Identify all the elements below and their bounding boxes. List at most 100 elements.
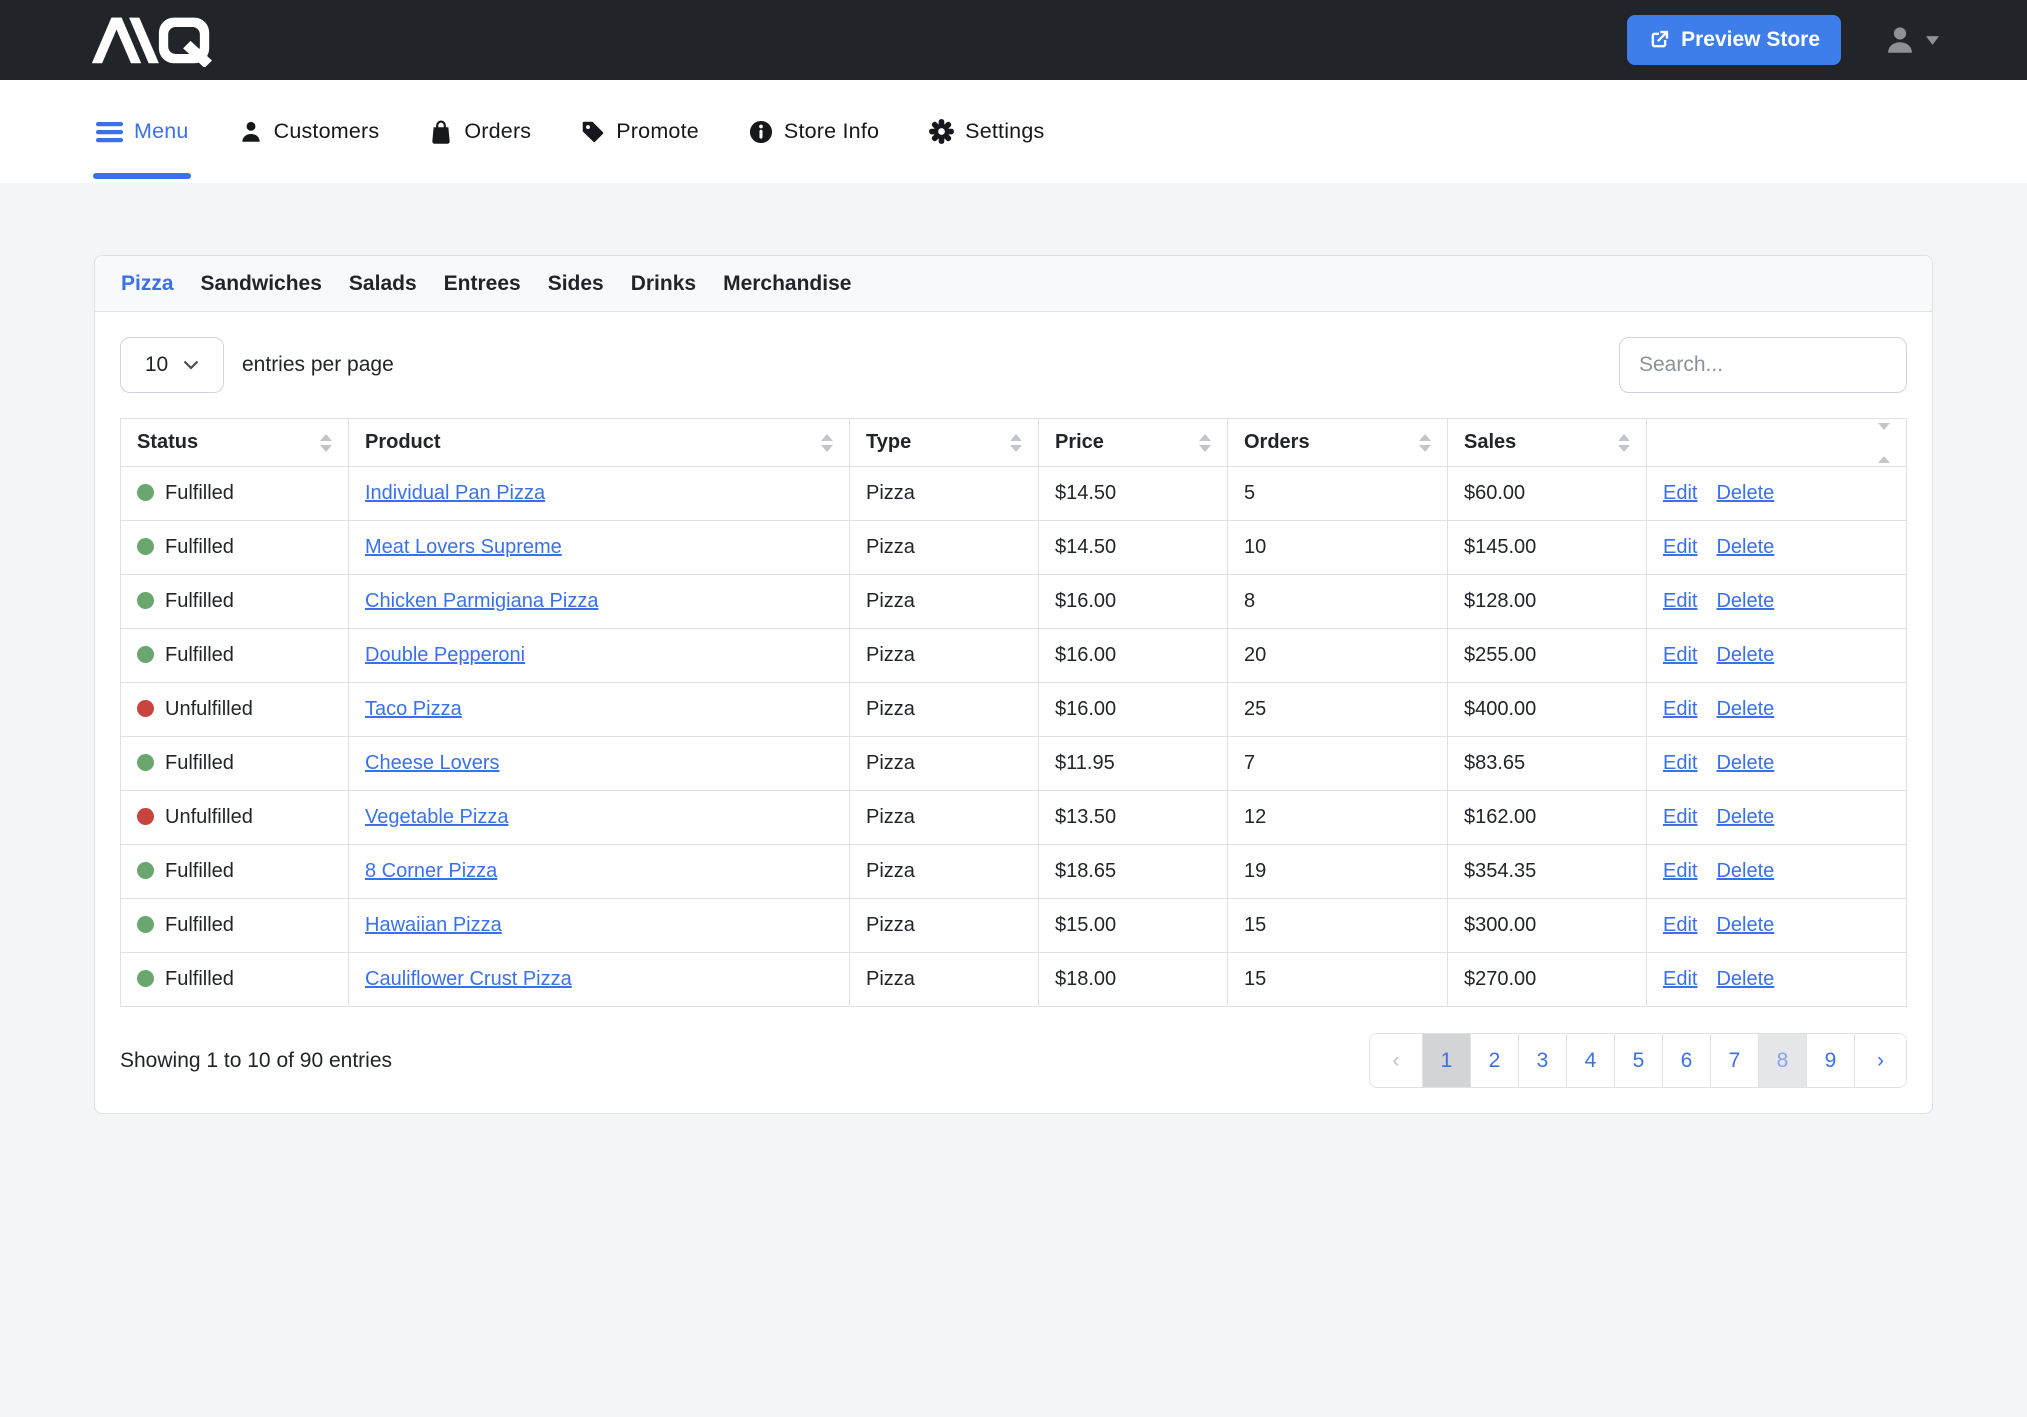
tab-entrees[interactable]: Entrees: [443, 271, 521, 295]
nav-item-settings[interactable]: Settings: [928, 80, 1044, 183]
orders-cell: 12: [1227, 790, 1448, 845]
product-link[interactable]: Chicken Parmigiana Pizza: [365, 590, 599, 612]
tab-pizza[interactable]: Pizza: [121, 271, 174, 295]
pagination-page-8[interactable]: 8: [1758, 1034, 1806, 1087]
tab-drinks[interactable]: Drinks: [630, 271, 697, 295]
status-cell: Fulfilled: [120, 898, 349, 953]
product-link[interactable]: Meat Lovers Supreme: [365, 536, 562, 558]
price-cell: $18.65: [1038, 844, 1228, 899]
page-size-value: 10: [144, 353, 169, 376]
product-link[interactable]: Cheese Lovers: [365, 752, 500, 774]
delete-link[interactable]: Delete: [1716, 752, 1775, 774]
delete-link[interactable]: Delete: [1716, 482, 1775, 504]
edit-link[interactable]: Edit: [1663, 482, 1698, 504]
edit-link[interactable]: Edit: [1663, 590, 1698, 612]
delete-link[interactable]: Delete: [1716, 536, 1775, 558]
sort-icon[interactable]: [1010, 433, 1022, 452]
nav-item-promote[interactable]: Promote: [580, 80, 699, 183]
status-dot: [137, 646, 154, 663]
product-link[interactable]: Vegetable Pizza: [365, 806, 509, 828]
preview-store-button[interactable]: Preview Store: [1627, 15, 1841, 65]
brand-logo[interactable]: [90, 13, 220, 67]
shopping-bag-icon: [432, 120, 451, 144]
sort-icon[interactable]: [1199, 433, 1211, 452]
edit-link[interactable]: Edit: [1663, 752, 1698, 774]
col-header-type[interactable]: Type: [849, 418, 1039, 467]
sales-cell: $354.35: [1447, 844, 1647, 899]
nav-item-orders[interactable]: Orders: [428, 80, 531, 183]
edit-link[interactable]: Edit: [1663, 914, 1698, 936]
user-menu[interactable]: [1883, 23, 1939, 57]
pagination-prev[interactable]: ‹: [1370, 1034, 1422, 1087]
table-row: Fulfilled Cauliflower Crust Pizza Pizza …: [120, 952, 1907, 1007]
product-link[interactable]: Individual Pan Pizza: [365, 482, 546, 504]
pagination-page-3[interactable]: 3: [1518, 1034, 1566, 1087]
nav-item-customers[interactable]: Customers: [238, 80, 380, 183]
edit-link[interactable]: Edit: [1663, 860, 1698, 882]
pagination-page-9[interactable]: 9: [1806, 1034, 1854, 1087]
col-header-actions[interactable]: [1646, 418, 1907, 467]
col-header-status[interactable]: Status: [120, 418, 349, 467]
page-content: Pizza Sandwiches Salads Entrees Sides Dr…: [0, 183, 2027, 1114]
status-dot: [137, 916, 154, 933]
status-cell: Fulfilled: [120, 844, 349, 899]
sort-icon[interactable]: [1419, 433, 1431, 452]
type-cell: Pizza: [849, 952, 1039, 1007]
search-input[interactable]: [1619, 337, 1907, 393]
type-cell: Pizza: [849, 466, 1039, 521]
sort-icon[interactable]: [821, 433, 833, 452]
table-row: Fulfilled Cheese Lovers Pizza $11.95 7 $…: [120, 736, 1907, 791]
delete-link[interactable]: Delete: [1716, 860, 1775, 882]
pagination-page-6[interactable]: 6: [1662, 1034, 1710, 1087]
product-link[interactable]: Taco Pizza: [365, 698, 462, 720]
delete-link[interactable]: Delete: [1716, 968, 1775, 990]
menu-manager-card: Pizza Sandwiches Salads Entrees Sides Dr…: [94, 255, 1933, 1114]
pagination: ‹ 1 2 3 4 5 6 7 8 9 ›: [1369, 1033, 1907, 1088]
pagination-page-2[interactable]: 2: [1470, 1034, 1518, 1087]
tab-sandwiches[interactable]: Sandwiches: [200, 271, 322, 295]
delete-link[interactable]: Delete: [1716, 914, 1775, 936]
nav-item-store-info[interactable]: Store Info: [748, 80, 879, 183]
sales-cell: $255.00: [1447, 628, 1647, 683]
sort-icon[interactable]: [1878, 422, 1890, 463]
status-dot: [137, 970, 154, 987]
product-link[interactable]: 8 Corner Pizza: [365, 860, 498, 882]
page-size-select[interactable]: 10: [120, 337, 224, 393]
delete-link[interactable]: Delete: [1716, 698, 1775, 720]
product-link[interactable]: Double Pepperoni: [365, 644, 526, 666]
nav-label-menu: Menu: [134, 119, 189, 143]
delete-link[interactable]: Delete: [1716, 644, 1775, 666]
nav-label-customers: Customers: [273, 119, 380, 143]
edit-link[interactable]: Edit: [1663, 536, 1698, 558]
category-tabs: Pizza Sandwiches Salads Entrees Sides Dr…: [95, 256, 1932, 312]
pagination-page-5[interactable]: 5: [1614, 1034, 1662, 1087]
type-cell: Pizza: [849, 898, 1039, 953]
pagination-page-1[interactable]: 1: [1422, 1034, 1470, 1087]
product-link[interactable]: Cauliflower Crust Pizza: [365, 968, 572, 990]
active-nav-underline: [93, 173, 191, 179]
tab-salads[interactable]: Salads: [348, 271, 417, 295]
status-dot: [137, 592, 154, 609]
status-dot: [137, 484, 154, 501]
product-link[interactable]: Hawaiian Pizza: [365, 914, 502, 936]
sales-cell: $162.00: [1447, 790, 1647, 845]
nav-item-menu[interactable]: Menu: [93, 80, 191, 183]
edit-link[interactable]: Edit: [1663, 968, 1698, 990]
pagination-page-4[interactable]: 4: [1566, 1034, 1614, 1087]
tab-sides[interactable]: Sides: [547, 271, 604, 295]
edit-link[interactable]: Edit: [1663, 644, 1698, 666]
sales-cell: $83.65: [1447, 736, 1647, 791]
col-header-price[interactable]: Price: [1038, 418, 1228, 467]
sort-icon[interactable]: [320, 433, 332, 452]
pagination-next[interactable]: ›: [1854, 1034, 1906, 1087]
edit-link[interactable]: Edit: [1663, 806, 1698, 828]
col-header-product[interactable]: Product: [348, 418, 850, 467]
sort-icon[interactable]: [1618, 433, 1630, 452]
delete-link[interactable]: Delete: [1716, 806, 1775, 828]
col-header-orders[interactable]: Orders: [1227, 418, 1448, 467]
tab-merchandise[interactable]: Merchandise: [723, 271, 852, 295]
edit-link[interactable]: Edit: [1663, 698, 1698, 720]
col-header-sales[interactable]: Sales: [1447, 418, 1647, 467]
delete-link[interactable]: Delete: [1716, 590, 1775, 612]
pagination-page-7[interactable]: 7: [1710, 1034, 1758, 1087]
